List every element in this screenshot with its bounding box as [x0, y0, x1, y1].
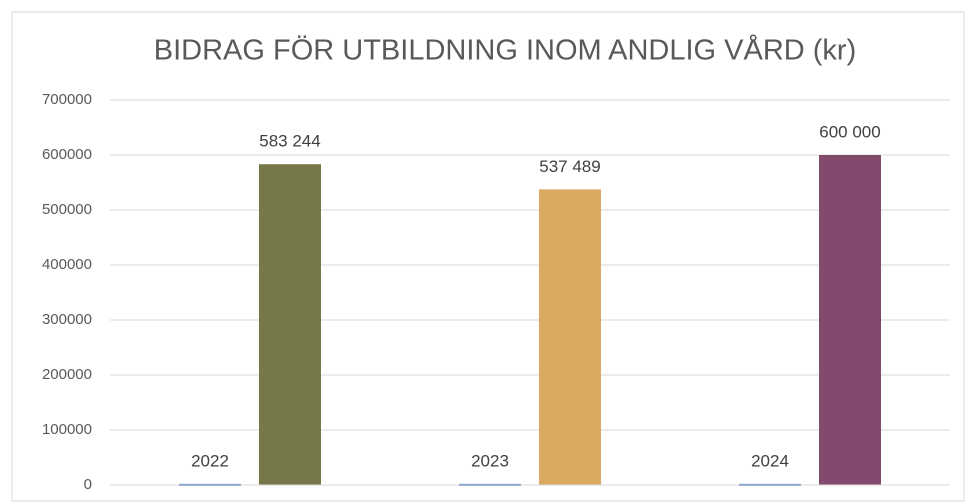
y-tick-label: 100000 — [42, 421, 92, 438]
chart-title: BIDRAG FÖR UTBILDNING INOM ANDLIG VÅRD (… — [154, 34, 857, 67]
data-label: 583 244 — [259, 132, 320, 151]
y-tick-label: 200000 — [42, 366, 92, 383]
data-label: 2022 — [191, 451, 229, 470]
y-tick-label: 300000 — [42, 311, 92, 328]
data-label: 600 000 — [819, 122, 880, 141]
chart-border — [11, 11, 965, 502]
data-label: 537 489 — [539, 157, 600, 176]
y-tick-label: 600000 — [42, 146, 92, 163]
data-label: 2024 — [751, 451, 789, 470]
data-label: 2023 — [471, 451, 509, 470]
y-tick-label: 700000 — [42, 91, 92, 108]
bar — [539, 189, 601, 485]
bar — [819, 155, 881, 485]
y-tick-label: 0 — [84, 476, 92, 493]
bar — [259, 164, 321, 485]
y-tick-label: 500000 — [42, 201, 92, 218]
y-tick-label: 400000 — [42, 256, 92, 273]
